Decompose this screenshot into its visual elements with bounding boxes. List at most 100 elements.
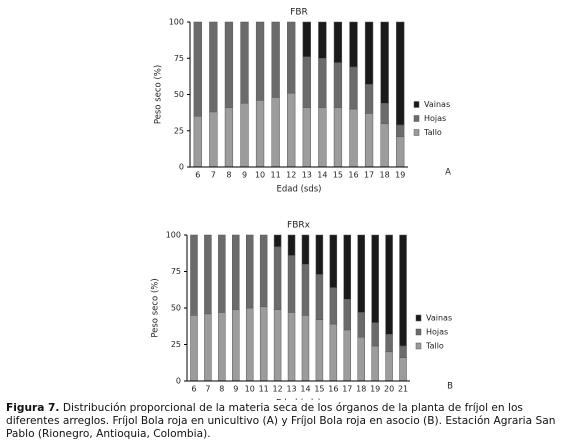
bar-segment [364,113,374,168]
bar-segment [193,21,202,117]
bar-segment [302,56,311,108]
bar-segment [255,21,265,101]
x-tick-label: 14 [317,171,327,180]
bar-segment [190,315,198,382]
bar-segment [396,136,405,168]
x-tick-label: 19 [370,385,380,394]
bar-segment [255,100,265,168]
bar-segment [273,234,282,247]
bar-segment [204,313,212,382]
bar-segment [318,21,327,59]
y-axis-label: Peso seco (%) [151,278,161,337]
legend-swatch [413,129,420,136]
bar-segment [364,84,374,114]
legend-swatch [413,101,420,108]
bar-segment [380,21,389,104]
caption-text: Distribución proporcional de la materia … [6,402,556,440]
x-tick-label: 17 [342,385,352,394]
bar-segment [302,107,311,168]
bar-segment [301,263,310,316]
x-tick-label: 18 [356,385,366,394]
x-axis-label: Edad (sds) [277,185,322,195]
caption-label: Figura 7. [6,402,60,414]
bar-segment [318,107,327,168]
bar-segment [287,21,296,94]
bar-segment [224,21,234,108]
legend-label: Vainas [426,314,452,323]
bar-segment [380,102,389,124]
y-tick-label: 0 [179,163,184,172]
bar-segment [315,274,324,320]
x-tick-label: 7 [211,171,216,180]
x-tick-label: 7 [205,385,210,394]
bar-segment [245,234,254,309]
x-tick-label: 21 [398,385,408,394]
y-tick-label: 75 [171,267,181,276]
bar-segment [396,21,405,126]
bar-segment [287,92,296,168]
bar-segment [302,21,311,58]
x-tick-label: 13 [286,385,296,394]
bar-segment [315,234,324,275]
legend-swatch [415,314,422,322]
bar-segment [399,357,407,382]
bar-segment [232,234,240,310]
bar-segment [287,312,296,382]
bar-segment [287,234,296,256]
bar-segment [218,312,226,382]
x-tick-label: 12 [273,385,283,394]
bar-segment [271,21,280,98]
bar-segment [218,234,226,313]
bar-segment [343,329,352,382]
bar-segment [301,315,310,382]
x-tick-label: 11 [271,171,281,180]
bar-segment [333,62,343,108]
x-tick-label: 20 [384,385,394,394]
bar-segment [232,309,240,382]
chart-title: FBR [290,8,308,18]
bar-segment [245,307,254,382]
bar-segment [371,345,379,382]
bar-segment [224,107,234,168]
bar-segment [380,123,389,168]
x-tick-label: 17 [364,171,374,180]
x-tick-label: 8 [219,385,224,394]
bar-segment [209,21,218,113]
x-tick-label: 15 [314,385,324,394]
legend-label: Vainas [424,100,450,109]
bar-segment [357,336,365,382]
bar-segment [204,234,212,315]
bar-segment [357,234,365,313]
x-tick-label: 16 [328,385,338,394]
x-tick-label: 9 [242,171,247,180]
bar-segment [399,234,407,347]
bar-segment [315,319,324,382]
bar-segment [343,234,352,300]
bar-segment [385,334,393,353]
bar-segment [259,306,268,382]
legend-swatch [415,342,422,350]
bar-segment [301,234,310,265]
bar-segment [385,351,393,382]
bar-segment [273,309,282,382]
bar-segment [271,97,280,168]
y-tick-label: 100 [169,18,184,27]
bar-segment [240,102,249,168]
bar-segment [190,234,198,316]
y-tick-label: 25 [174,126,184,135]
bar-segment [329,287,338,325]
x-tick-label: 13 [302,171,312,180]
bar-segment [399,345,407,358]
x-tick-label: 6 [191,385,196,394]
bar-segment [209,111,218,168]
bar-segment [385,234,393,335]
legend-swatch [413,115,420,122]
legend-swatch [415,328,422,336]
x-tick-label: 14 [300,385,310,394]
bar-segment [333,21,343,63]
y-tick-label: 0 [176,377,181,386]
y-axis-label: Peso seco (%) [154,65,164,124]
legend-label: Hojas [426,328,448,337]
